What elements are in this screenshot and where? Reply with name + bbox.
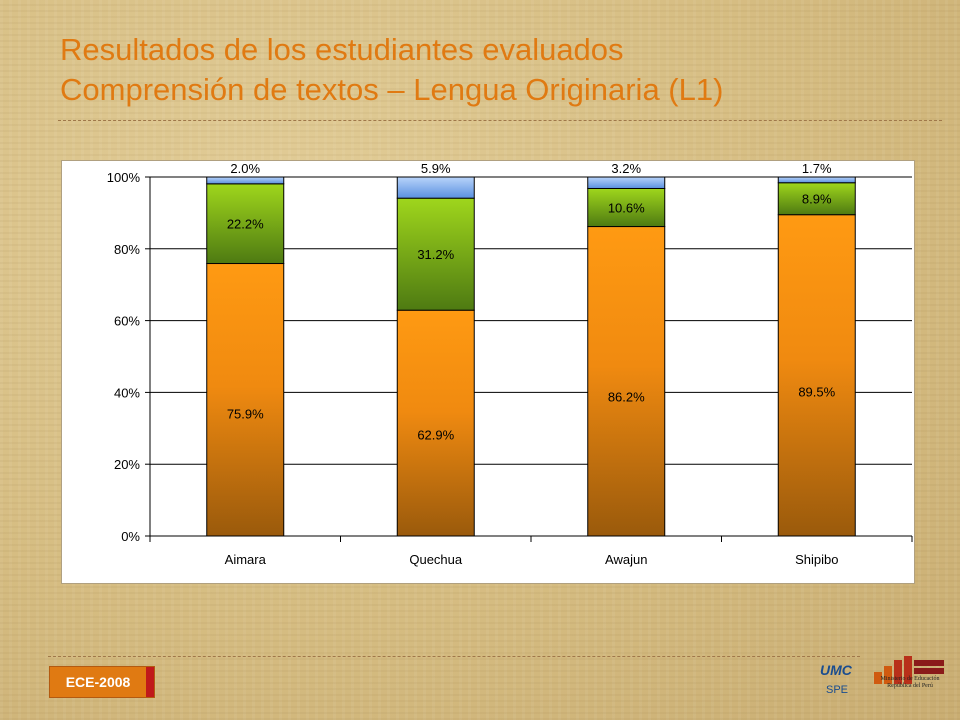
data-label-series-2: 22.2% — [227, 217, 264, 232]
minedu-logo-line-2: República del Perú — [887, 683, 933, 689]
category-label: Quechua — [409, 552, 463, 567]
bar-segment-series-1 — [587, 226, 666, 537]
minedu-logo: Ministerio de Educación República del Pe… — [870, 654, 950, 704]
bar-segment-series-1 — [396, 309, 475, 537]
bar-segment-series-1 — [206, 263, 285, 537]
bars — [206, 176, 856, 537]
title-divider — [58, 120, 942, 121]
category-label: Shipibo — [795, 552, 838, 567]
data-label-series-1: 62.9% — [417, 427, 454, 442]
bar-segment-series-3 — [777, 176, 856, 184]
footer-divider — [48, 656, 860, 657]
ece-badge-label: ECE-2008 — [65, 674, 131, 690]
category-label: Aimara — [225, 552, 267, 567]
ece-badge: ECE-2008 — [49, 666, 155, 698]
bar-segment-series-1 — [777, 214, 856, 537]
y-tick-label: 0% — [121, 529, 140, 544]
slide-title: Resultados de los estudiantes evaluados … — [60, 30, 940, 110]
chart-canvas: 75.9% 22.2% 2.0% 62.9% 31.2% 5.9% 86.2% 10.6% 3.… — [107, 161, 913, 567]
slide-title-line-2: Comprensión de textos – Lengua Originari… — [60, 72, 724, 107]
bar-segment-series-3 — [206, 176, 285, 185]
data-label-series-3: 2.0% — [230, 161, 260, 176]
slide-title-line-1: Resultados de los estudiantes evaluados — [60, 32, 624, 67]
data-label-series-2: 31.2% — [417, 247, 454, 262]
data-label-series-3: 5.9% — [421, 161, 451, 176]
minedu-logo-text: Ministerio de Educación República del Pe… — [876, 676, 944, 690]
y-tick-label: 40% — [114, 385, 140, 400]
category-label: Awajun — [605, 552, 647, 567]
data-label-series-3: 1.7% — [802, 161, 832, 176]
data-label-series-3: 3.2% — [611, 161, 641, 176]
data-label-series-1: 75.9% — [227, 406, 264, 421]
minedu-logo-icon — [874, 656, 944, 684]
y-tick-label: 60% — [114, 314, 140, 329]
bar-segment-series-2 — [206, 183, 285, 265]
umc-logo-sub: SPE — [826, 684, 849, 696]
data-label-series-1: 89.5% — [798, 384, 835, 399]
data-label-series-2: 10.6% — [608, 201, 645, 216]
bar-segment-series-3 — [396, 176, 475, 199]
badge-stripe — [146, 667, 154, 697]
bar-segment-series-2 — [396, 197, 475, 311]
axes: 0% 20% 40% 60% 80% 100% Aimara Quechua Awajun Shi… — [107, 170, 913, 567]
data-labels: 75.9% 22.2% 2.0% 62.9% 31.2% 5.9% 86.2% 10.6% 3.… — [227, 161, 836, 442]
y-tick-label: 80% — [114, 242, 140, 257]
minedu-logo-line-1: Ministerio de Educación — [880, 676, 940, 682]
data-label-series-2: 8.9% — [802, 192, 832, 207]
data-label-series-1: 86.2% — [608, 390, 645, 405]
umc-logo: UMC SPE — [816, 660, 860, 700]
y-tick-label: 20% — [114, 457, 140, 472]
umc-logo-mark: UMC — [820, 662, 852, 678]
bar-segment-series-3 — [587, 176, 666, 189]
y-tick-label: 100% — [107, 170, 141, 185]
stacked-bar-chart: 75.9% 22.2% 2.0% 62.9% 31.2% 5.9% 86.2% 10.6% 3.… — [61, 160, 915, 584]
